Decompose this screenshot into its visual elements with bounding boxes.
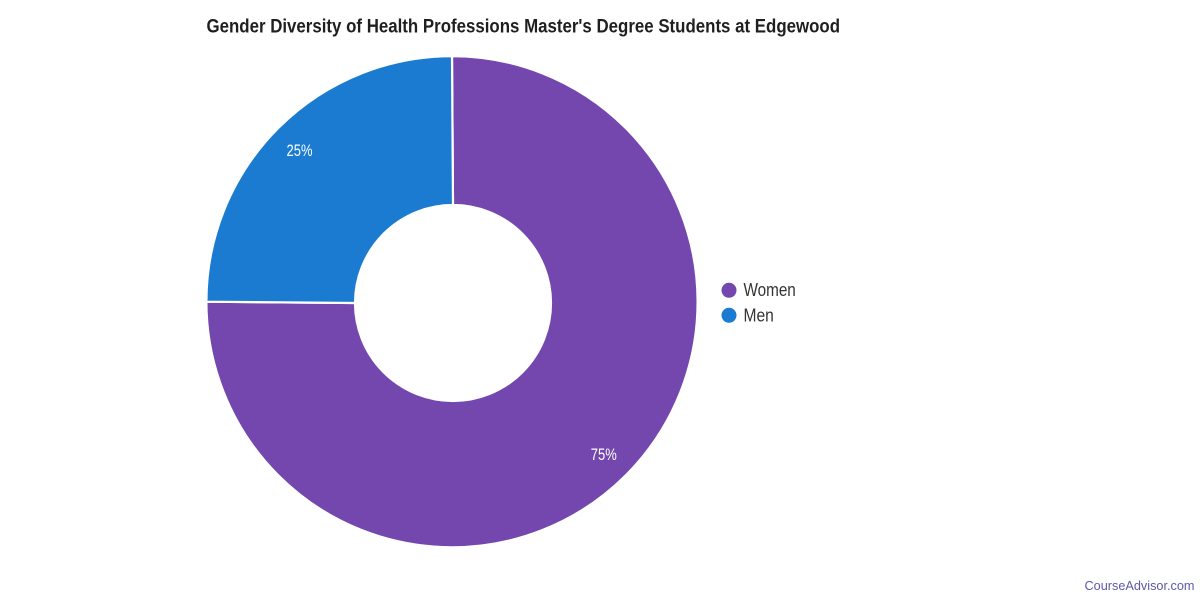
svg-text:Women: Women xyxy=(744,280,796,300)
svg-text:CourseAdvisor.com: CourseAdvisor.com xyxy=(1085,578,1195,593)
svg-text:25%: 25% xyxy=(287,142,313,160)
svg-text:Men: Men xyxy=(744,306,774,326)
svg-text:Gender Diversity of Health Pro: Gender Diversity of Health Professions M… xyxy=(207,17,841,38)
svg-text:75%: 75% xyxy=(591,446,617,464)
